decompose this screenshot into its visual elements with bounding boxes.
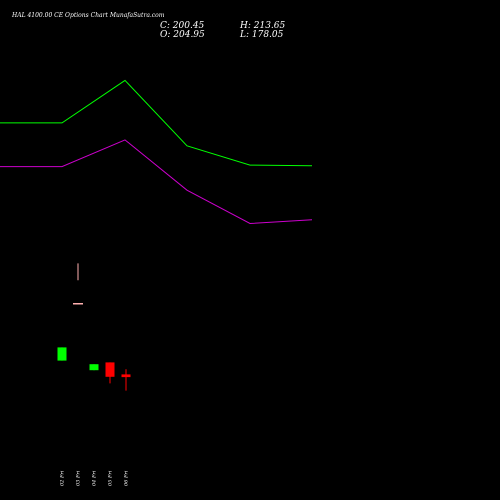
upper-band-line (0, 79, 313, 167)
x-tick-label: 02 Fri (60, 470, 66, 486)
candle-04-fri (89, 364, 99, 371)
low-value: L: 178.05 (239, 30, 284, 40)
x-tick-label: 05 Fri (108, 470, 114, 486)
chart-title: HAL 4100.00 CE Options Chart MunafaSutra… (11, 12, 165, 19)
candles (57, 263, 131, 391)
candle-05-fri (105, 362, 115, 384)
candle-03-fri (57, 347, 67, 361)
candle-body (89, 364, 99, 371)
x-tick-label: 06 Fri (124, 470, 130, 486)
x-tick-label: 04 Fri (92, 470, 98, 486)
x-tick-label: 03 Fri (76, 470, 82, 486)
candle-body (121, 374, 131, 378)
candle-02-fri (73, 263, 83, 305)
band-lines (0, 79, 313, 225)
open-value: O: 204.95 (160, 30, 205, 40)
high-value: H: 213.65 (239, 21, 286, 31)
x-axis-ticks: 02 Fri 03 Fri 04 Fri 05 Fri 06 Fri (60, 470, 130, 486)
candle-body (57, 347, 67, 361)
lower-band-line (0, 139, 313, 225)
candle-body (73, 303, 83, 305)
candle-body (105, 362, 115, 377)
candle-06-fri (121, 369, 131, 391)
close-value: C: 200.45 (160, 21, 205, 31)
